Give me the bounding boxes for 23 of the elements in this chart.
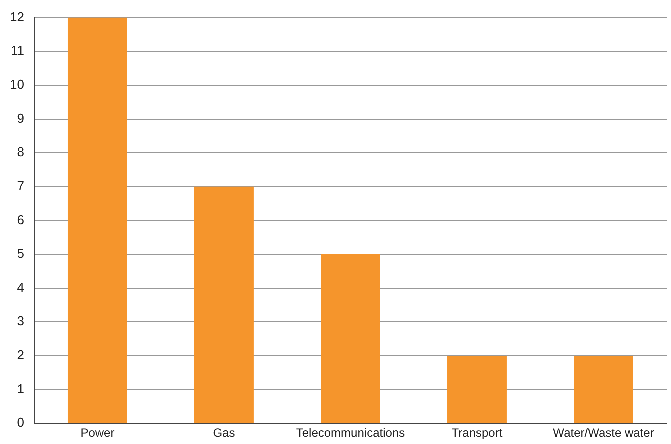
y-tick-label: 3 xyxy=(17,314,24,329)
y-tick-label: 8 xyxy=(17,144,24,160)
y-tick-label: 11 xyxy=(10,43,24,58)
x-tick-label: Telecommunications xyxy=(296,426,406,440)
bar xyxy=(321,254,380,424)
y-tick-label: 12 xyxy=(10,9,24,24)
bar xyxy=(194,186,254,424)
y-tick-label: 0 xyxy=(17,415,24,430)
bar xyxy=(448,356,507,424)
y-tick-label: 7 xyxy=(17,178,24,194)
x-tick-label: Transport xyxy=(452,426,504,440)
y-tick-label: 4 xyxy=(17,280,24,295)
x-tick-label: Water/Waste water xyxy=(553,426,654,440)
y-tick-label: 2 xyxy=(17,348,24,363)
y-tick-label: 1 xyxy=(17,381,24,396)
x-tick-label: Power xyxy=(80,426,115,440)
bar xyxy=(68,18,128,424)
bar xyxy=(574,356,634,424)
y-tick-label: 10 xyxy=(10,77,24,92)
x-tick-label: Gas xyxy=(213,426,236,440)
y-tick-label: 6 xyxy=(17,212,24,228)
y-tick-label: 9 xyxy=(17,110,24,126)
y-tick-label: 5 xyxy=(17,246,24,262)
